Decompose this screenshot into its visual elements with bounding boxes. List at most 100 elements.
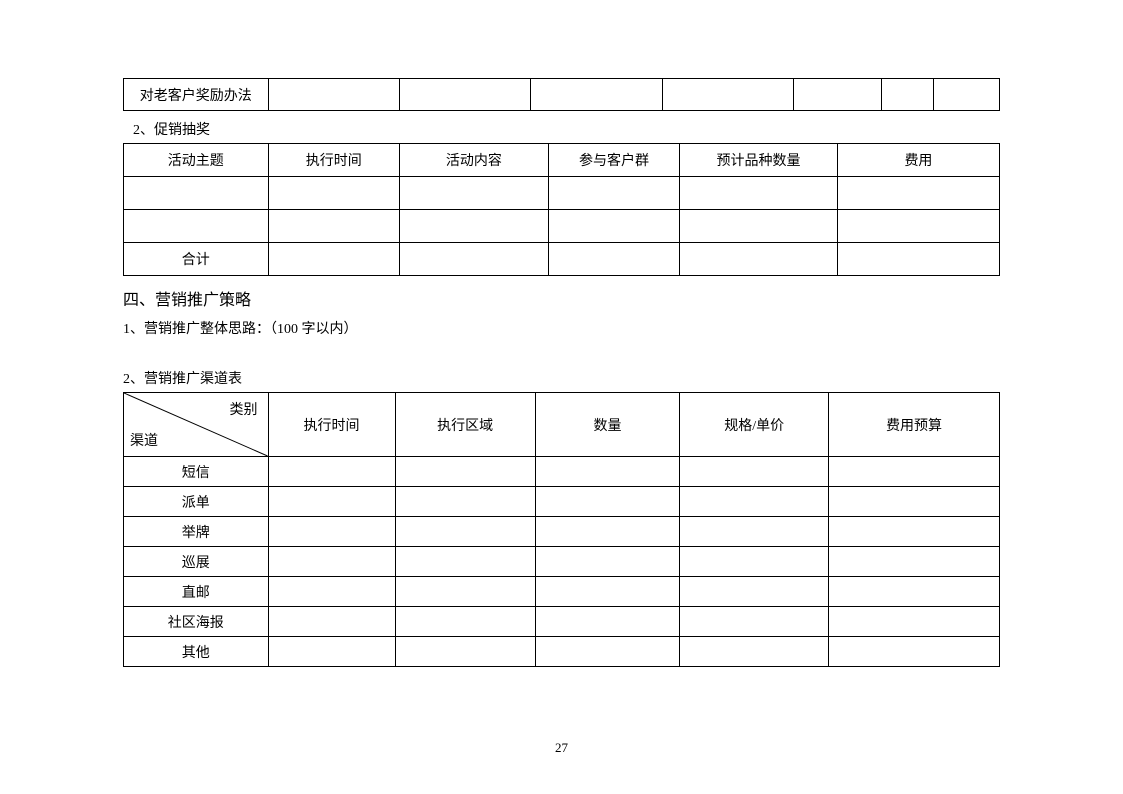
table-row: 其他 xyxy=(124,637,1000,667)
col-header: 预计品种数量 xyxy=(680,144,838,177)
table-cell xyxy=(395,577,535,607)
table-cell xyxy=(829,637,1000,667)
table-cell xyxy=(794,79,882,111)
table-cell xyxy=(837,243,999,276)
section-4-item2: 2、营销推广渠道表 xyxy=(123,368,1000,388)
table-cell xyxy=(399,79,530,111)
table-cell xyxy=(829,607,1000,637)
table-cell xyxy=(268,79,399,111)
table-cell xyxy=(395,457,535,487)
row-label: 派单 xyxy=(124,487,269,517)
total-label: 合计 xyxy=(124,243,269,276)
table-cell xyxy=(268,577,395,607)
table-cell xyxy=(837,177,999,210)
table-cell xyxy=(680,637,829,667)
table-cell xyxy=(680,487,829,517)
table-row xyxy=(124,210,1000,243)
table-cell xyxy=(548,243,679,276)
table-cell xyxy=(680,243,838,276)
col-header: 参与客户群 xyxy=(548,144,679,177)
table-cell xyxy=(829,577,1000,607)
table-cell xyxy=(829,487,1000,517)
table-cell xyxy=(395,637,535,667)
table-cell xyxy=(268,210,399,243)
row-label: 短信 xyxy=(124,457,269,487)
table-cell xyxy=(268,243,399,276)
table-header-row: 类别 渠道 执行时间 执行区域 数量 规格/单价 费用预算 xyxy=(124,393,1000,457)
row-label: 社区海报 xyxy=(124,607,269,637)
table-cell xyxy=(535,577,680,607)
promo-heading: 2、促销抽奖 xyxy=(133,119,1000,139)
table-row: 短信 xyxy=(124,457,1000,487)
table-cell xyxy=(268,547,395,577)
row-label: 其他 xyxy=(124,637,269,667)
table-cell xyxy=(662,79,793,111)
table-row: 巡展 xyxy=(124,547,1000,577)
table-cell xyxy=(680,547,829,577)
table-cell xyxy=(268,517,395,547)
col-header: 费用 xyxy=(837,144,999,177)
table-header-row: 活动主题 执行时间 活动内容 参与客户群 预计品种数量 费用 xyxy=(124,144,1000,177)
table-cell xyxy=(395,547,535,577)
col-header: 执行区域 xyxy=(395,393,535,457)
table-cell xyxy=(548,210,679,243)
customer-reward-table: 对老客户奖励办法 xyxy=(123,78,1000,111)
table-cell xyxy=(680,177,838,210)
table-cell xyxy=(399,177,548,210)
table-cell xyxy=(548,177,679,210)
row-label: 巡展 xyxy=(124,547,269,577)
table-cell xyxy=(680,607,829,637)
table-cell xyxy=(680,517,829,547)
col-header: 费用预算 xyxy=(829,393,1000,457)
section-4-title: 四、营销推广策略 xyxy=(123,286,1000,310)
table-cell xyxy=(124,210,269,243)
col-header: 执行时间 xyxy=(268,144,399,177)
table-cell xyxy=(268,607,395,637)
diag-header-bottom: 渠道 xyxy=(130,430,158,450)
section-4-item1: 1、营销推广整体思路：（100 字以内） xyxy=(123,318,1000,338)
table-cell xyxy=(535,487,680,517)
table-cell xyxy=(934,79,1000,111)
marketing-channel-table: 类别 渠道 执行时间 执行区域 数量 规格/单价 费用预算 短信 派单 举牌 巡… xyxy=(123,392,1000,667)
table-cell xyxy=(399,210,548,243)
table-cell xyxy=(395,517,535,547)
col-header: 规格/单价 xyxy=(680,393,829,457)
diagonal-header-cell: 类别 渠道 xyxy=(124,393,269,457)
table-cell xyxy=(395,487,535,517)
table-cell xyxy=(395,607,535,637)
table-cell xyxy=(829,517,1000,547)
promo-lottery-table: 活动主题 执行时间 活动内容 参与客户群 预计品种数量 费用 合计 xyxy=(123,143,1000,276)
table-row: 派单 xyxy=(124,487,1000,517)
table-cell xyxy=(881,79,934,111)
page-number: 27 xyxy=(0,740,1123,756)
col-header: 活动内容 xyxy=(399,144,548,177)
table-cell xyxy=(535,547,680,577)
col-header: 数量 xyxy=(535,393,680,457)
table-cell xyxy=(829,547,1000,577)
col-header: 活动主题 xyxy=(124,144,269,177)
table-cell xyxy=(531,79,662,111)
table-cell xyxy=(268,487,395,517)
table-total-row: 合计 xyxy=(124,243,1000,276)
table-row: 对老客户奖励办法 xyxy=(124,79,1000,111)
table-cell xyxy=(680,577,829,607)
table-cell xyxy=(268,637,395,667)
table-row: 举牌 xyxy=(124,517,1000,547)
col-header: 执行时间 xyxy=(268,393,395,457)
table-cell xyxy=(124,177,269,210)
table-cell xyxy=(680,210,838,243)
row-label: 举牌 xyxy=(124,517,269,547)
table-row: 社区海报 xyxy=(124,607,1000,637)
diag-header-top: 类别 xyxy=(230,399,258,419)
table-row xyxy=(124,177,1000,210)
table-cell xyxy=(268,457,395,487)
table-cell xyxy=(268,177,399,210)
table-cell xyxy=(535,637,680,667)
table-cell xyxy=(837,210,999,243)
table-row: 直邮 xyxy=(124,577,1000,607)
table-cell xyxy=(535,607,680,637)
table-cell xyxy=(680,457,829,487)
row-label: 对老客户奖励办法 xyxy=(124,79,269,111)
row-label: 直邮 xyxy=(124,577,269,607)
table-cell xyxy=(829,457,1000,487)
